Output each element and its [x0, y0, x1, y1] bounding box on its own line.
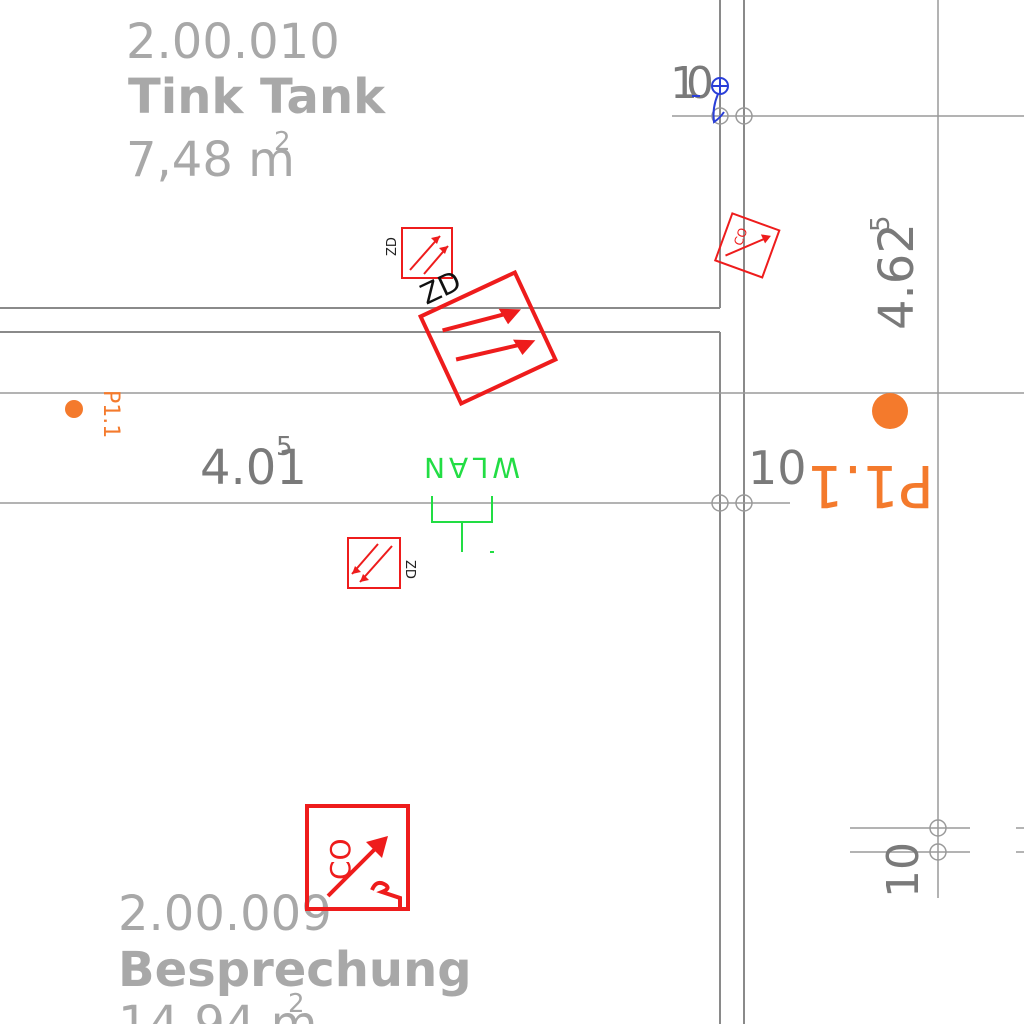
room-area: 14,94 m — [118, 996, 317, 1024]
room-area-superscript: 2 — [288, 989, 305, 1019]
dimension-ticks — [711, 107, 947, 861]
zd-label-small-top: ZD — [385, 237, 400, 256]
zd-frame — [401, 227, 453, 279]
zd-label-large: ZD — [415, 264, 466, 311]
dimension-right-vertical-superscript: 5 — [866, 215, 896, 232]
zd-symbol-large: ZD — [415, 264, 559, 407]
dimension-corridor-width-superscript: 5 — [276, 432, 293, 462]
room-number: 2.00.010 — [126, 14, 340, 70]
point-dot-icon — [872, 393, 908, 429]
room-label-besprechung: 2.00.009 Besprechung 14,94 m 2 — [118, 886, 472, 1024]
zd-symbol-small-top: ZD — [385, 227, 453, 279]
dimension-corridor-width: 4.01 — [200, 440, 307, 496]
room-area-superscript: 2 — [274, 127, 291, 157]
dimension-right-vertical-group: 4.62 5 — [866, 215, 925, 330]
co-symbol-large: CO — [305, 804, 410, 911]
point-marker-large: P1.1 — [807, 393, 934, 520]
room-label-tink-tank: 2.00.010 Tink Tank 7,48 m 2 — [126, 14, 386, 188]
co-symbol-small: CO — [713, 212, 781, 279]
dimension-bottom-right: 10 — [878, 842, 929, 898]
co-frame — [713, 212, 781, 279]
wlan-icon — [431, 496, 493, 523]
tick-circle — [735, 107, 753, 125]
point-dot-icon — [65, 400, 83, 418]
wlan-access-point: WLAN — [424, 451, 520, 553]
tick-circle — [711, 494, 729, 512]
room-name: Tink Tank — [128, 69, 386, 125]
zd-symbol-small-bottom: ZD — [347, 537, 417, 589]
p11-label-small: P1.1 — [98, 390, 123, 438]
tick-circle — [735, 494, 753, 512]
zd-frame — [347, 537, 401, 589]
dimension-top-wall: 10 — [670, 58, 714, 109]
point-marker-small: P1.1 — [65, 390, 123, 438]
dimension-right-vertical: 4.62 — [869, 223, 925, 330]
co-label-large: CO — [324, 838, 357, 880]
dimension-mid-wall: 10 — [748, 441, 807, 495]
co-label-small: CO — [731, 226, 750, 248]
tick-circle — [711, 107, 729, 125]
zd-label-small-bottom: ZD — [402, 560, 417, 579]
tick-circle — [929, 819, 947, 837]
dimension-bottom-right-group: 10 — [878, 842, 929, 898]
zd-frame — [417, 269, 559, 407]
wlan-label: WLAN — [424, 451, 520, 484]
p11-label-large: P1.1 — [807, 452, 934, 520]
room-number: 2.00.009 — [118, 886, 332, 942]
room-area: 7,48 m — [126, 132, 295, 188]
room-name: Besprechung — [118, 942, 472, 998]
tick-circle — [929, 843, 947, 861]
handwritten-mark-icon — [692, 77, 729, 124]
co-frame — [305, 804, 410, 911]
